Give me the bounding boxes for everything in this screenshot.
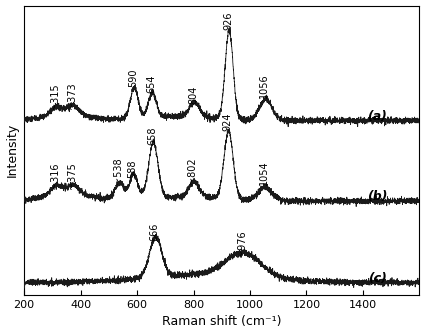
Text: 666: 666 [150, 222, 159, 241]
Text: 924: 924 [222, 113, 232, 131]
Text: ~538: ~538 [113, 158, 123, 184]
Text: ~802: ~802 [187, 158, 197, 184]
Text: (b): (b) [367, 190, 387, 203]
Text: (c): (c) [368, 272, 386, 285]
Text: 1056: 1056 [259, 73, 269, 98]
Text: 658: 658 [147, 126, 157, 145]
Text: 590: 590 [128, 68, 138, 87]
Y-axis label: Intensity: Intensity [6, 123, 19, 177]
Text: 588: 588 [128, 159, 138, 178]
Text: ~315: ~315 [50, 84, 60, 110]
X-axis label: Raman shift (cm⁻¹): Raman shift (cm⁻¹) [162, 315, 281, 328]
Text: ~976: ~976 [237, 231, 246, 258]
Text: 1054: 1054 [258, 161, 269, 185]
Text: ~316: ~316 [50, 163, 60, 189]
Text: 926: 926 [223, 11, 233, 30]
Text: ~373: ~373 [67, 82, 76, 109]
Text: 654: 654 [146, 75, 156, 93]
Text: ~375: ~375 [67, 163, 77, 189]
Text: 804: 804 [189, 86, 198, 104]
Text: (a): (a) [367, 110, 387, 123]
